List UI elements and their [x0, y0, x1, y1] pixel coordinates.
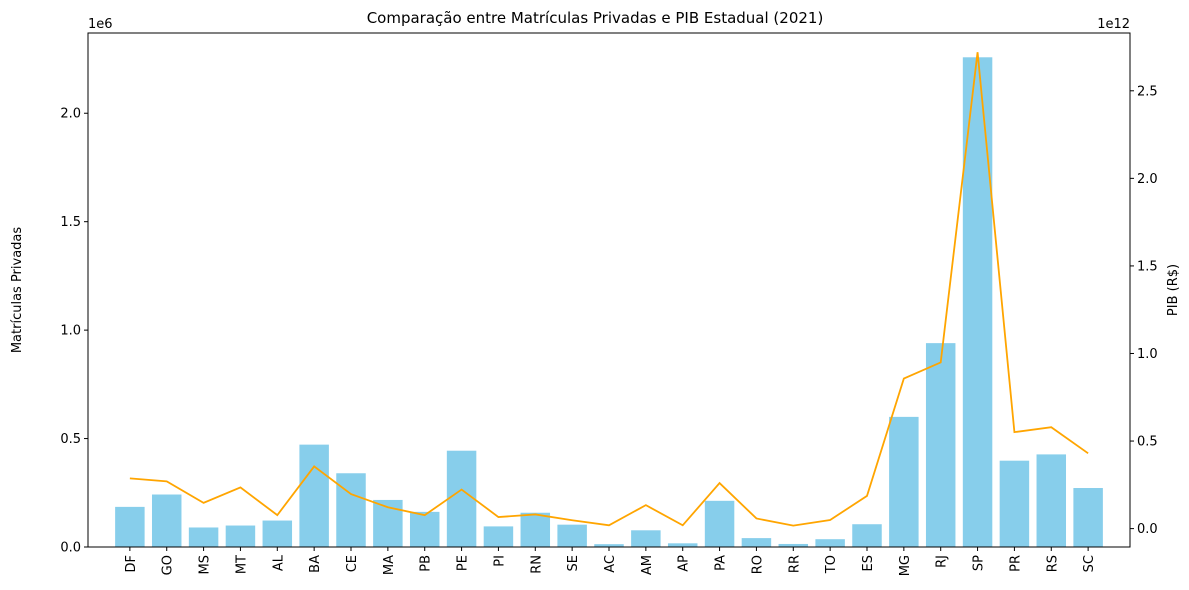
- y-axis-label-left: Matrículas Privadas: [10, 227, 25, 354]
- bar-PR: [999, 460, 1030, 547]
- bar-RR: [778, 543, 809, 547]
- offset-label-left: 1e6: [88, 17, 113, 32]
- x-tick-label: PE: [456, 555, 471, 571]
- bar-RS: [1036, 454, 1067, 547]
- x-tick-label: PR: [1008, 555, 1023, 572]
- x-tick-label: MT: [234, 555, 249, 574]
- bar-SP: [962, 57, 993, 548]
- bar-MS: [188, 527, 219, 547]
- x-tick-label: DF: [124, 555, 139, 573]
- y-tick-label-left: 2.0: [60, 107, 81, 122]
- bar-PA: [704, 500, 735, 547]
- y-tick-label-right: 2.5: [1137, 84, 1158, 99]
- offset-label-right: 1e12: [1097, 17, 1130, 32]
- x-tick-label: AL: [271, 554, 286, 571]
- x-tick-label: RO: [750, 555, 765, 574]
- bar-PE: [446, 450, 477, 547]
- bar-RN: [520, 512, 551, 547]
- bar-series: [115, 57, 1103, 548]
- x-tick-label: PB: [419, 555, 434, 572]
- x-tick-label: AM: [640, 555, 655, 575]
- bar-GO: [151, 494, 182, 547]
- y-axis-left: 0.0 0.5 1.0 1.5 2.0: [60, 107, 88, 556]
- bar-MT: [225, 525, 256, 547]
- bar-RO: [741, 538, 772, 547]
- x-axis: DF GO MS MT AL BA CE MA PB PE PI RN SE AC AM AP PA RO RR TO…: [124, 547, 1097, 576]
- x-tick-label: RS: [1045, 555, 1060, 572]
- x-tick-label: RR: [787, 555, 802, 573]
- bar-PI: [483, 526, 514, 547]
- y-tick-label-left: 0.0: [60, 541, 81, 556]
- x-tick-label: SP: [972, 555, 987, 571]
- x-tick-label: MG: [898, 555, 913, 576]
- x-tick-label: CE: [345, 555, 360, 572]
- x-tick-label: SE: [566, 555, 581, 571]
- x-tick-label: MS: [198, 555, 213, 574]
- y-tick-label-left: 0.5: [60, 432, 81, 447]
- y-tick-label-right: 0.0: [1137, 522, 1158, 537]
- bar-MG: [889, 416, 919, 547]
- y-tick-label-right: 0.5: [1137, 435, 1158, 450]
- chart-title: Comparação entre Matrículas Privadas e P…: [367, 9, 824, 27]
- y-tick-label-right: 1.5: [1137, 259, 1158, 274]
- y-axis-label-right: PIB (R$): [1166, 264, 1181, 316]
- bar-SE: [557, 524, 587, 547]
- bar-SC: [1073, 488, 1103, 547]
- y-tick-label-left: 1.0: [60, 324, 81, 339]
- x-tick-label: AP: [677, 555, 692, 572]
- x-tick-label: PA: [714, 555, 729, 571]
- bar-RJ: [925, 343, 956, 547]
- x-tick-label: MA: [382, 555, 397, 575]
- bar-DF: [115, 506, 145, 547]
- bar-ES: [852, 524, 882, 547]
- y-tick-label-left: 1.5: [60, 215, 81, 230]
- y-tick-label-right: 2.0: [1137, 172, 1158, 187]
- x-tick-label: GO: [161, 555, 176, 575]
- y-axis-right: 0.0 0.5 1.0 1.5 2.0 2.5: [1130, 84, 1158, 537]
- bar-BA: [299, 444, 329, 547]
- x-tick-label: ES: [861, 555, 876, 571]
- bar-AC: [594, 544, 624, 547]
- x-tick-label: PI: [492, 555, 507, 567]
- x-tick-label: SC: [1082, 555, 1097, 572]
- x-tick-label: RN: [529, 555, 544, 574]
- x-tick-label: RJ: [935, 555, 950, 568]
- bar-AL: [262, 520, 293, 547]
- bar-TO: [815, 539, 845, 547]
- x-tick-label: TO: [824, 555, 839, 574]
- x-tick-label: BA: [308, 555, 323, 573]
- bar-CE: [336, 473, 366, 547]
- y-tick-label-right: 1.0: [1137, 347, 1158, 362]
- x-tick-label: AC: [603, 555, 618, 573]
- bar-AM: [631, 530, 661, 547]
- pib-line: [129, 52, 1089, 527]
- bar-AP: [667, 543, 698, 547]
- bar-PB: [409, 511, 440, 547]
